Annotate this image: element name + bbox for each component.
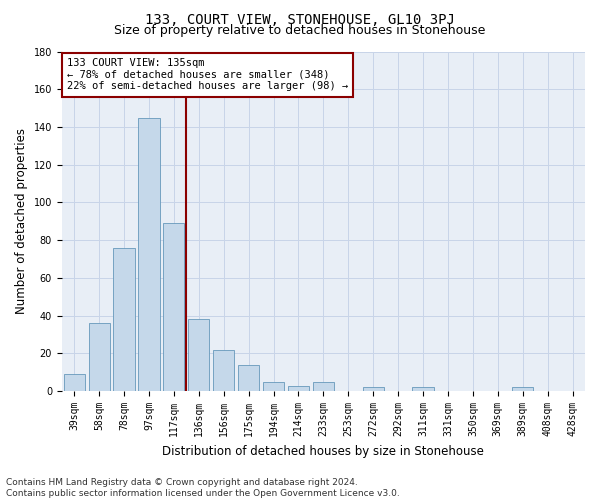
Bar: [139, 118, 160, 391]
Bar: [89, 324, 110, 391]
Bar: [113, 248, 134, 391]
Text: Contains HM Land Registry data © Crown copyright and database right 2024.
Contai: Contains HM Land Registry data © Crown c…: [6, 478, 400, 498]
Bar: [263, 382, 284, 391]
X-axis label: Distribution of detached houses by size in Stonehouse: Distribution of detached houses by size …: [163, 444, 484, 458]
Bar: [313, 382, 334, 391]
Bar: [188, 320, 209, 391]
Bar: [213, 350, 235, 391]
Y-axis label: Number of detached properties: Number of detached properties: [15, 128, 28, 314]
Bar: [64, 374, 85, 391]
Bar: [362, 388, 384, 391]
Text: 133 COURT VIEW: 135sqm
← 78% of detached houses are smaller (348)
22% of semi-de: 133 COURT VIEW: 135sqm ← 78% of detached…: [67, 58, 348, 92]
Bar: [288, 386, 309, 391]
Bar: [163, 223, 184, 391]
Bar: [512, 388, 533, 391]
Bar: [412, 388, 434, 391]
Bar: [238, 365, 259, 391]
Text: 133, COURT VIEW, STONEHOUSE, GL10 3PJ: 133, COURT VIEW, STONEHOUSE, GL10 3PJ: [145, 12, 455, 26]
Text: Size of property relative to detached houses in Stonehouse: Size of property relative to detached ho…: [115, 24, 485, 37]
